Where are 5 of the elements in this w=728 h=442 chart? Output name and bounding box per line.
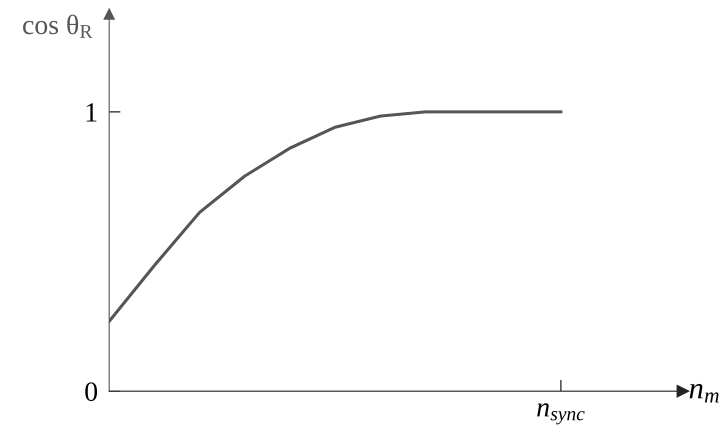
x-tick-label: n$_{sync}$ — [537, 403, 585, 424]
y-axis-title: cos θ$_{R}$ — [23, 14, 92, 38]
y-tick-label: 0 — [85, 382, 98, 402]
x-axis-title: n$_{m}$ — [690, 384, 719, 402]
y-tick-label: 1 — [86, 103, 96, 122]
